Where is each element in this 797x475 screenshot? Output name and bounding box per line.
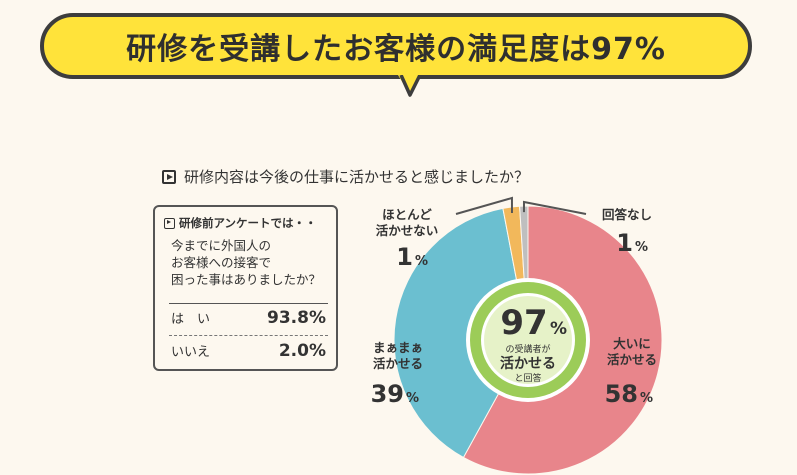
slice-label: 回答なし <box>602 207 652 222</box>
center-caption-main: 活かせる <box>500 355 556 372</box>
center-value: 97 <box>500 303 547 343</box>
slice-unit: % <box>635 240 648 255</box>
divider <box>169 335 328 336</box>
pre-survey-row-label: いいえ <box>171 345 211 360</box>
leader-line <box>455 196 513 215</box>
pre-survey-row-value: 93.8% <box>267 308 326 328</box>
slice-unit: % <box>415 254 428 269</box>
slice-label: 活かせる <box>373 356 423 371</box>
pre-survey-row-yes: は い 93.8% <box>171 308 326 328</box>
leader-line <box>522 200 587 215</box>
center-unit: % <box>550 319 567 339</box>
center-ring-inner <box>484 296 572 384</box>
pre-survey-heading: 研修前アンケートでは・・ <box>164 215 317 231</box>
center-caption: の受講者が <box>505 343 550 355</box>
play-square-icon <box>162 169 176 184</box>
pie-slice <box>393 207 529 459</box>
pre-survey-question: 今までに外国人の お客様への接客で 困った事はありましたか？ <box>171 237 321 288</box>
slice-unit: % <box>640 391 653 406</box>
play-square-icon <box>164 217 175 229</box>
pre-survey-row-label: は い <box>171 312 211 327</box>
question-text: 研修内容は今後の仕事に活かせると感じましたか？ <box>184 168 530 186</box>
slice-value: 39 <box>371 380 404 408</box>
pre-survey-question-line: 困った事はありましたか？ <box>171 272 322 287</box>
slice-label: まぁまぁ <box>373 340 423 355</box>
survey-question: 研修内容は今後の仕事に活かせると感じましたか？ <box>162 166 529 187</box>
divider <box>169 303 328 304</box>
slice-label: ほとんど <box>382 207 432 222</box>
pre-survey-question-line: お客様への接客で <box>171 255 272 270</box>
banner-pointer <box>398 75 422 97</box>
slice-label: 活かせない <box>376 223 439 238</box>
slice-value: 1 <box>616 229 633 257</box>
pre-survey-row-no: いいえ 2.0% <box>171 341 326 361</box>
slice-value: 58 <box>605 380 638 408</box>
pre-survey-box: 研修前アンケートでは・・ 今までに外国人の お客様への接客で 困った事はありまし… <box>153 205 338 371</box>
center-caption: と回答 <box>514 372 541 384</box>
headline-title: 研修を受講したお客様の満足度は97% <box>126 32 666 67</box>
pre-survey-heading-text: 研修前アンケートでは・・ <box>179 216 317 230</box>
headline-banner: 研修を受講したお客様の満足度は97% <box>40 13 752 79</box>
slice-value: 1 <box>396 243 413 271</box>
slice-label: 大いに <box>613 336 651 351</box>
pre-survey-question-line: 今までに外国人の <box>171 238 272 253</box>
pre-survey-row-value: 2.0% <box>278 341 326 361</box>
slice-label: 活かせる <box>607 352 657 367</box>
slice-unit: % <box>406 391 419 406</box>
